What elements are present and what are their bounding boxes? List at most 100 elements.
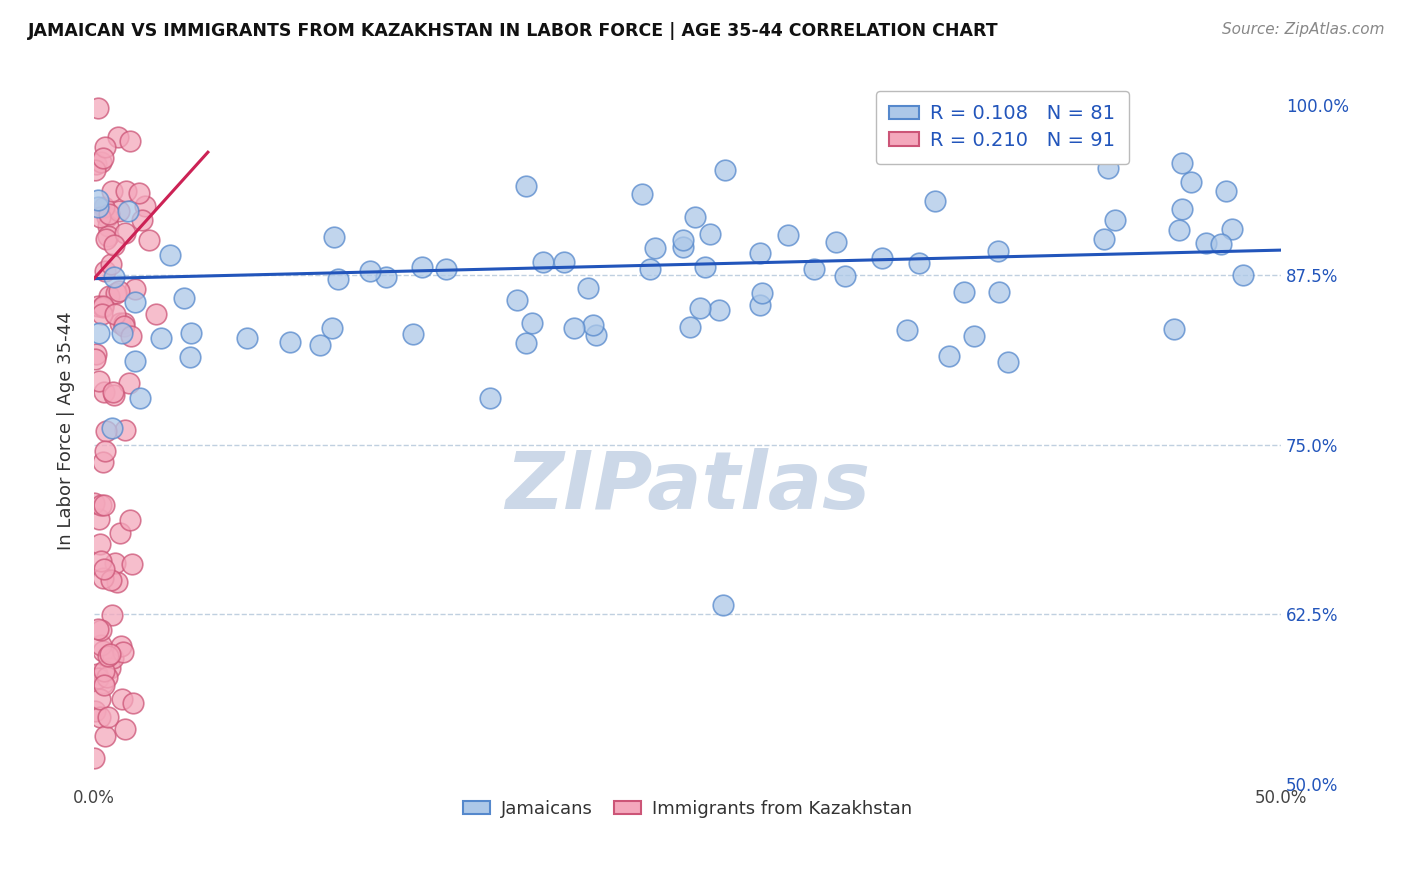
Point xyxy=(93,200,115,214)
Point xyxy=(108,526,131,541)
Point xyxy=(107,130,129,145)
Point xyxy=(749,246,772,260)
Point xyxy=(87,299,110,313)
Point xyxy=(87,193,110,207)
Point xyxy=(870,251,893,265)
Point xyxy=(987,244,1010,259)
Point xyxy=(309,338,332,352)
Point xyxy=(103,270,125,285)
Point xyxy=(104,286,127,301)
Point xyxy=(100,184,122,198)
Point xyxy=(97,649,120,664)
Point xyxy=(479,392,502,406)
Point xyxy=(118,513,141,527)
Point xyxy=(93,444,115,458)
Point xyxy=(124,354,146,368)
Point xyxy=(672,234,695,248)
Point xyxy=(131,213,153,227)
Point xyxy=(114,722,136,736)
Point xyxy=(506,293,529,307)
Point xyxy=(128,391,150,405)
Point xyxy=(91,308,114,322)
Point xyxy=(94,730,117,744)
Point xyxy=(114,423,136,437)
Point xyxy=(89,710,111,724)
Point xyxy=(103,556,125,570)
Point xyxy=(87,326,110,340)
Text: ZIPatlas: ZIPatlas xyxy=(505,449,870,526)
Point xyxy=(714,162,737,177)
Point xyxy=(1017,132,1039,146)
Point xyxy=(938,349,960,363)
Point xyxy=(98,648,121,662)
Point xyxy=(91,299,114,313)
Point xyxy=(90,499,112,513)
Point xyxy=(89,374,111,388)
Point xyxy=(699,227,721,242)
Point xyxy=(1180,175,1202,189)
Point xyxy=(101,421,124,435)
Point xyxy=(97,710,120,724)
Point xyxy=(91,676,114,690)
Point xyxy=(112,318,135,333)
Point xyxy=(124,282,146,296)
Point xyxy=(94,425,117,439)
Point xyxy=(91,571,114,585)
Point xyxy=(84,352,107,367)
Point xyxy=(103,237,125,252)
Point xyxy=(375,270,398,285)
Point xyxy=(86,667,108,681)
Point xyxy=(1092,232,1115,246)
Point xyxy=(97,207,120,221)
Point xyxy=(90,624,112,638)
Point xyxy=(159,248,181,262)
Point xyxy=(101,607,124,622)
Point xyxy=(101,385,124,400)
Point xyxy=(776,228,799,243)
Point xyxy=(1232,268,1254,282)
Point xyxy=(90,554,112,568)
Point xyxy=(553,254,575,268)
Point xyxy=(93,384,115,399)
Point xyxy=(748,298,770,312)
Point xyxy=(1195,236,1218,251)
Point xyxy=(89,536,111,550)
Point xyxy=(120,329,142,343)
Point xyxy=(103,387,125,401)
Point xyxy=(114,226,136,240)
Point xyxy=(100,257,122,271)
Point xyxy=(236,331,259,345)
Point xyxy=(89,691,111,706)
Point xyxy=(96,670,118,684)
Point xyxy=(112,316,135,330)
Point xyxy=(117,203,139,218)
Point xyxy=(87,622,110,636)
Point xyxy=(644,241,666,255)
Point xyxy=(91,301,114,315)
Point xyxy=(101,650,124,665)
Point xyxy=(93,140,115,154)
Point xyxy=(93,264,115,278)
Point xyxy=(138,233,160,247)
Point xyxy=(86,347,108,361)
Point xyxy=(582,318,605,332)
Point xyxy=(531,254,554,268)
Point xyxy=(115,185,138,199)
Point xyxy=(578,280,600,294)
Point xyxy=(110,639,132,653)
Legend: Jamaicans, Immigrants from Kazakhstan: Jamaicans, Immigrants from Kazakhstan xyxy=(456,792,920,825)
Point xyxy=(111,645,134,659)
Point xyxy=(108,284,131,298)
Point xyxy=(1097,161,1119,175)
Point xyxy=(93,499,115,513)
Point xyxy=(711,598,734,612)
Point xyxy=(834,268,856,283)
Point xyxy=(103,307,125,321)
Point xyxy=(321,321,343,335)
Point xyxy=(323,229,346,244)
Point xyxy=(1209,237,1232,252)
Point xyxy=(94,232,117,246)
Point xyxy=(122,696,145,710)
Point xyxy=(134,199,156,213)
Point xyxy=(87,511,110,525)
